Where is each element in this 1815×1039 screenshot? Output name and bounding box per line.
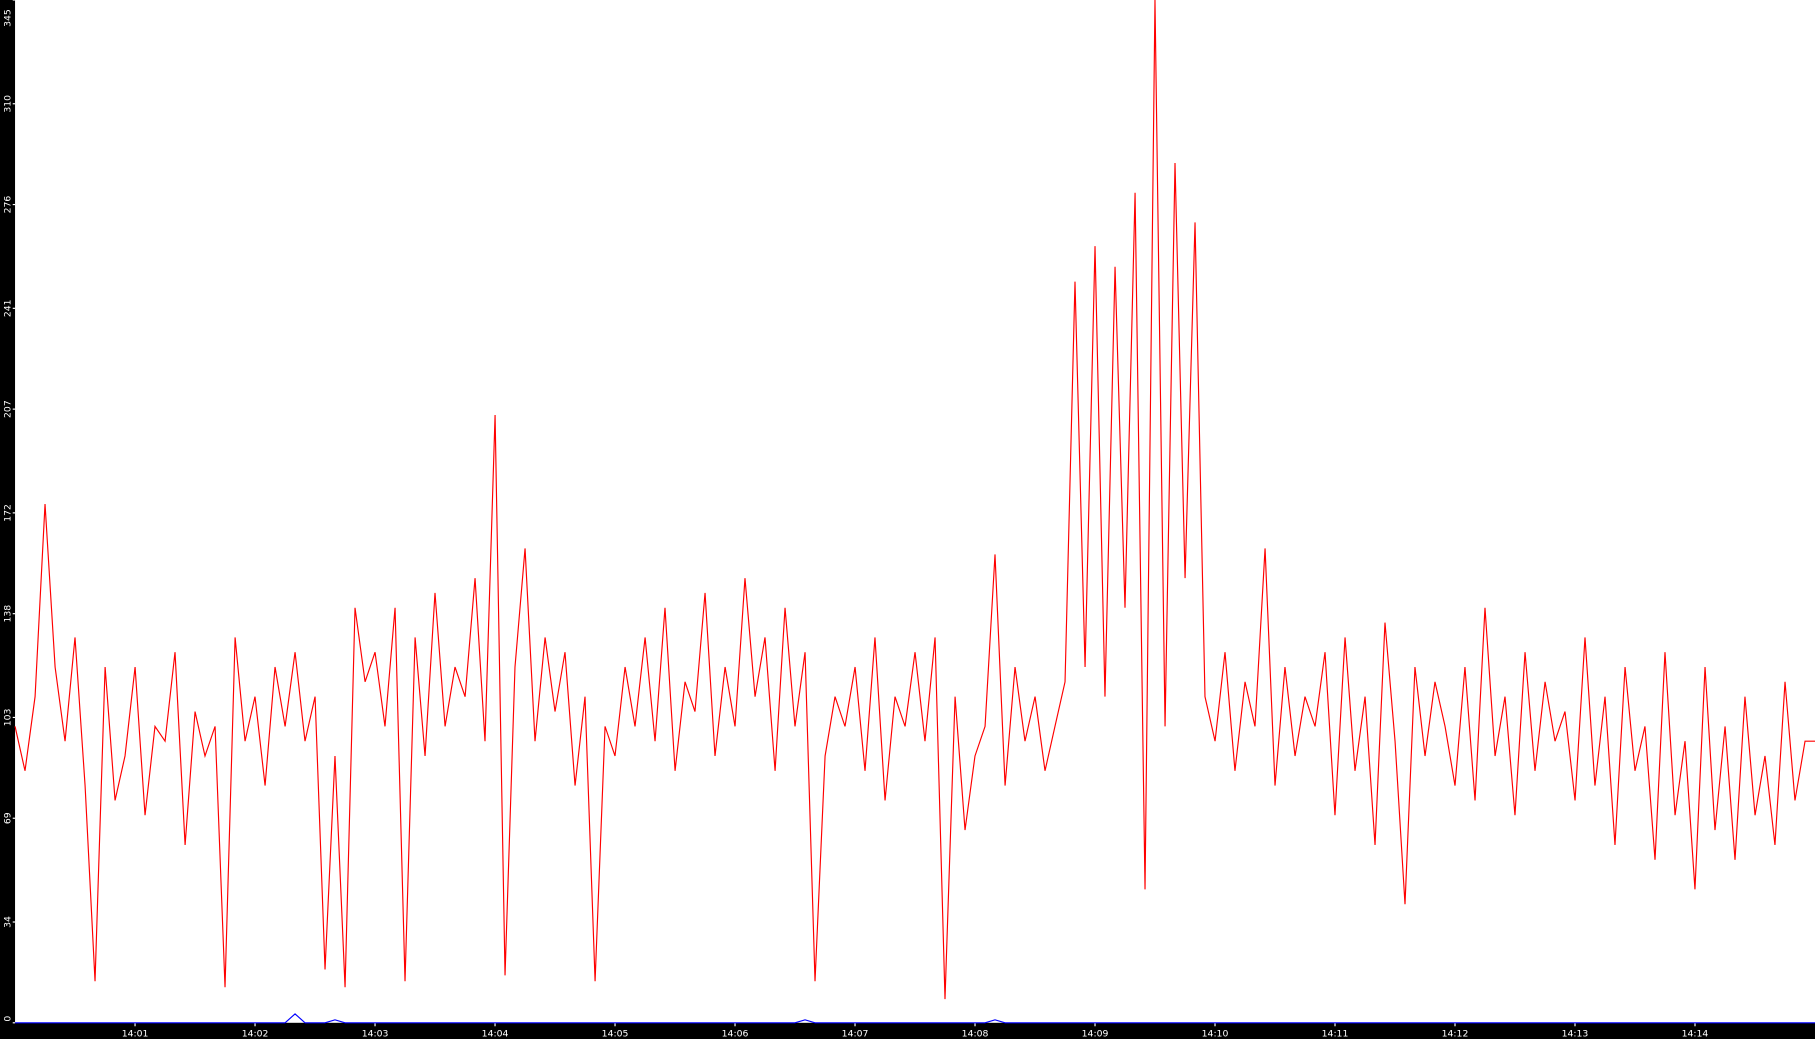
x-tick-label: 14:13 [1562, 1029, 1589, 1039]
x-tick-label: 14:11 [1322, 1029, 1349, 1039]
x-tick-label: 14:09 [1082, 1029, 1109, 1039]
y-tick-label: 69 [2, 812, 13, 824]
y-tick-label: 34 [2, 916, 13, 928]
y-tick-label: 103 [2, 709, 13, 727]
y-tick-label: 345 [2, 9, 13, 27]
series-group [14, 0, 1815, 1024]
x-tick-label: 14:05 [602, 1029, 629, 1039]
x-tick-label: 14:12 [1442, 1029, 1469, 1039]
y-tick-label: 138 [2, 605, 13, 623]
x-tick-label: 14:10 [1202, 1029, 1229, 1039]
y-tick-label: 241 [2, 299, 13, 317]
x-tick-label: 14:02 [242, 1029, 269, 1039]
y-tick-label: 207 [2, 400, 13, 418]
y-axis: 0 34 69 103 138 172 207 241 276 310 345 [2, 0, 16, 1024]
y-tick-label: 172 [2, 504, 13, 522]
plot-area [15, 0, 1815, 1023]
x-tick-label: 14:07 [842, 1029, 869, 1039]
x-tick-label: 14:03 [362, 1029, 389, 1039]
series-line-red [14, 0, 1815, 1000]
series-line-blue [15, 1013, 1815, 1024]
x-tick-label: 14:01 [122, 1029, 149, 1039]
y-tick-label: 310 [2, 95, 13, 113]
x-tick-label: 14:06 [722, 1029, 749, 1039]
x-axis: 14:01 14:02 14:03 14:04 14:05 14:06 14:07 14:08… [122, 1022, 1709, 1039]
y-tick-label: 0 [2, 1016, 13, 1022]
x-tick-label: 14:08 [962, 1029, 989, 1039]
y-tick-label: 276 [2, 196, 13, 214]
x-tick-label: 14:04 [482, 1029, 509, 1039]
x-tick-label: 14:14 [1682, 1029, 1709, 1039]
